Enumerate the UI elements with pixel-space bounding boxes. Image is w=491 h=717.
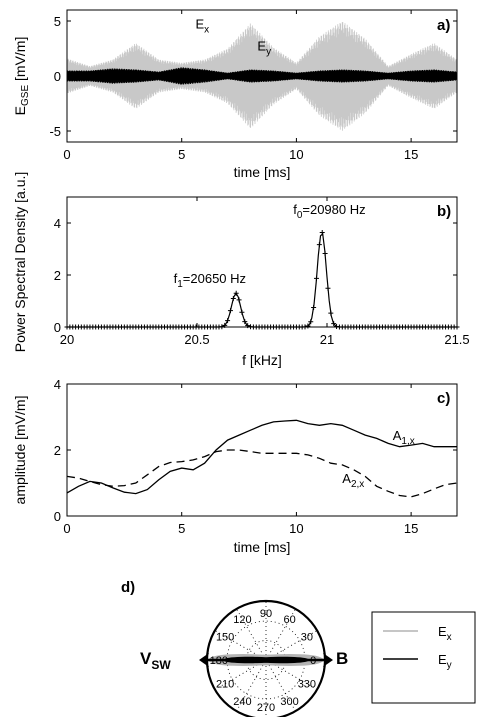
- panel-c-ticks: 0 5 10 15 0 2 4: [54, 377, 457, 536]
- psd-marker: [308, 319, 314, 325]
- psd-marker: [319, 229, 325, 235]
- annotation-a2x: A2,x: [342, 471, 364, 490]
- panel-c-xtick-label: 15: [404, 521, 418, 536]
- annotation-a1x: A1,x: [393, 428, 415, 447]
- polar-angle-label: 210: [216, 679, 234, 691]
- psd-marker: [311, 305, 317, 311]
- psd-marker: [239, 309, 245, 315]
- panel-b-ytick-label: 2: [54, 268, 61, 283]
- polar-angle-label: 300: [280, 696, 298, 708]
- psd-marker: [242, 319, 248, 325]
- panel-c-ylabel: amplitude [mV/m]: [12, 396, 28, 505]
- panel-a-ylabel: EGSE [mV/m]: [12, 37, 31, 116]
- psd-marker: [225, 318, 231, 324]
- panel-a-xtick-label: 5: [178, 147, 185, 162]
- psd-marker: [227, 308, 233, 314]
- series-ey-trace: [66, 67, 458, 85]
- psd-marker: [233, 290, 239, 296]
- panel-a-xtick-label: 15: [404, 147, 418, 162]
- panel-a-xtick-label: 0: [63, 147, 70, 162]
- panel-b-traces: [64, 229, 460, 330]
- psd-marker: [322, 251, 328, 257]
- legend-label-ey: Ey: [438, 652, 452, 671]
- panel-b-xtick-label: 21.5: [444, 332, 469, 347]
- psd-marker: [316, 242, 322, 248]
- panel-c-xtick-label: 10: [289, 521, 303, 536]
- panel-b-xtick-label: 21: [320, 332, 334, 347]
- panel-b-xtick-label: 20: [60, 332, 74, 347]
- vsw-label: VSW: [140, 649, 171, 672]
- panel-b-label: b): [437, 203, 451, 220]
- psd-marker: [230, 295, 236, 301]
- series-ex-trace: [66, 21, 458, 131]
- panel-c-label: c): [437, 390, 450, 407]
- panel-b-ytick-label: 0: [54, 320, 61, 335]
- panel-a-ytick-label: -5: [49, 124, 61, 139]
- annotation-f1: f1=20650 Hz: [174, 271, 246, 290]
- polar-angle-label: 120: [233, 614, 251, 626]
- polar-angle-label: 30: [301, 631, 313, 643]
- panel-b-xtick-label: 20.5: [184, 332, 209, 347]
- annotation-ex: Ex: [195, 17, 209, 36]
- psd-marker: [236, 297, 242, 303]
- psd-marker: [328, 310, 334, 316]
- polar-angle-label: 150: [216, 631, 234, 643]
- legend: Ex Ey: [371, 611, 476, 704]
- panel-d: d) 0306090120150180210240270300330 VSW B…: [121, 579, 476, 717]
- polar-angle-label: 90: [260, 608, 272, 620]
- panel-b-xlabel: f [kHz]: [242, 352, 282, 368]
- panel-a-xlabel: time [ms]: [234, 164, 291, 180]
- panel-a-ticks: 0 5 10 15-505: [49, 10, 457, 162]
- panel-b: 20 20.5 21 21.5 0 2 4 b) f0=20980 Hz f1=20650 …: [12, 172, 470, 368]
- b-arrowhead: [323, 653, 333, 667]
- annotation-ey: Ey: [257, 39, 271, 58]
- polar-angle-label: 270: [257, 702, 275, 714]
- polar-angle-label: 240: [233, 696, 251, 708]
- polar-angle-label: 60: [283, 614, 295, 626]
- vsw-arrowhead: [199, 653, 209, 667]
- panel-b-ylabel: Power Spectral Density [a.u.]: [12, 172, 28, 353]
- panel-c-ytick-label: 2: [54, 443, 61, 458]
- psd-marker: [331, 321, 337, 327]
- series-a2-x-line: [66, 449, 458, 498]
- psd-marker: [313, 275, 319, 281]
- psd-marker: [325, 285, 331, 291]
- panel-c-traces: [66, 419, 458, 498]
- panel-c: 0 5 10 15 0 2 4 c) A1,x A2,x time [ms] amplitu…: [12, 377, 458, 555]
- panel-c-ytick-label: 4: [54, 377, 61, 392]
- panel-c-ytick-label: 0: [54, 509, 61, 524]
- panel-b-frame: [66, 196, 458, 328]
- panel-c-xtick-label: 0: [63, 521, 70, 536]
- panel-a-xtick-label: 10: [289, 147, 303, 162]
- series-a1-x-line: [66, 419, 457, 495]
- panel-a-label: a): [437, 17, 450, 34]
- b-label: B: [336, 649, 348, 668]
- psd-marker: [305, 323, 311, 329]
- panel-c-xtick-label: 5: [178, 521, 185, 536]
- legend-box: [371, 611, 476, 704]
- annotation-f0: f0=20980 Hz: [293, 202, 365, 221]
- panel-b-ytick-label: 4: [54, 216, 61, 231]
- polar-angle-label: 330: [298, 679, 316, 691]
- panel-a: 0 5 10 15-505 a) Ex Ey time [ms] EGSE [mV/m…: [12, 9, 458, 180]
- panel-a-traces: [66, 21, 458, 131]
- panel-d-polar: 0306090120150180210240270300330: [199, 599, 333, 717]
- panel-b-ticks: 20 20.5 21 21.5 0 2 4: [54, 197, 470, 347]
- panel-d-label: d): [121, 579, 135, 596]
- panel-a-ytick-label: 5: [54, 14, 61, 29]
- psd-markers: [64, 229, 460, 330]
- legend-label-ex: Ex: [438, 624, 452, 643]
- psd-line: [67, 232, 457, 328]
- panel-c-xlabel: time [ms]: [234, 539, 291, 555]
- panel-c-frame: [66, 383, 458, 517]
- panel-a-ytick-label: 0: [54, 69, 61, 84]
